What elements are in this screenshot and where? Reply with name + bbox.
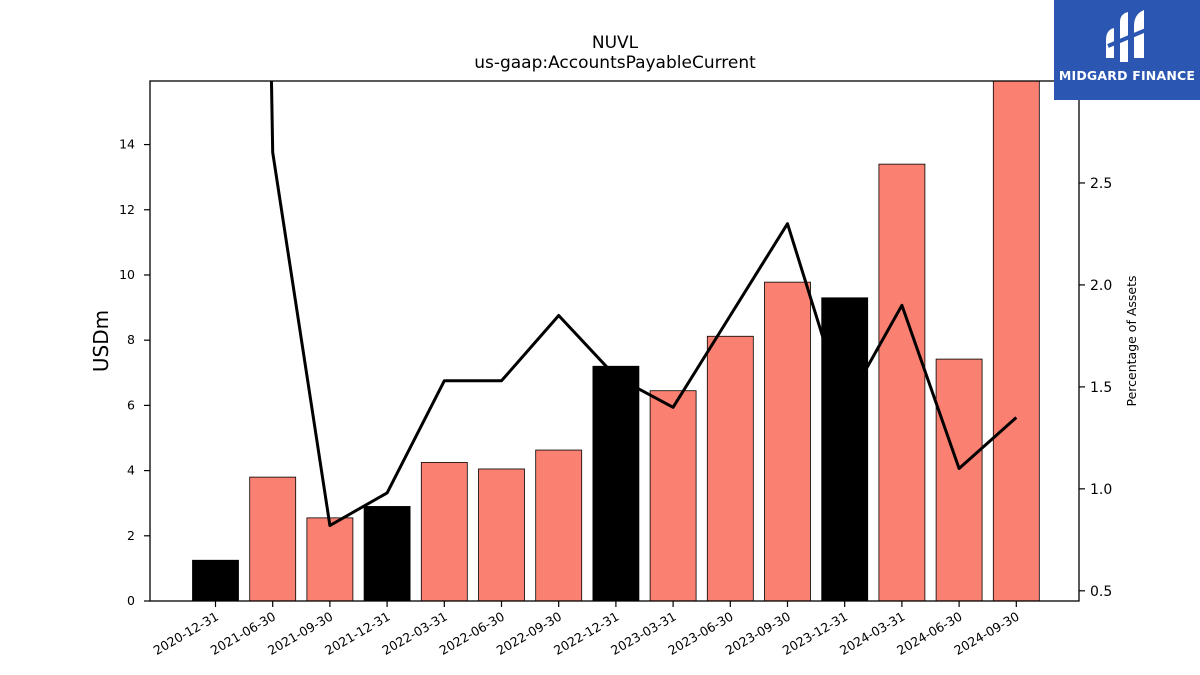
y-tick-label: 0 [127, 593, 135, 608]
bar-2023-06-30 [706, 335, 754, 602]
bar-2024-09-30 [992, 80, 1040, 602]
bar-2023-12-31 [821, 297, 869, 602]
bar-2023-03-31 [649, 390, 697, 602]
x-tick-label: 2024-09-30 [951, 609, 1021, 658]
bar-2022-06-30 [478, 468, 525, 602]
y2-tick-label: 2.0 [1090, 278, 1112, 294]
y-axis-right: 0.5 1.0 1.5 2.0 2.5 [1079, 176, 1112, 600]
x-axis: 2020-12-312021-06-302021-09-302021-12-31… [151, 601, 1022, 658]
logo-text: MIDGARD FINANCE [1058, 68, 1196, 83]
bar-2023-09-30 [764, 281, 811, 602]
bar-2022-03-31 [420, 462, 468, 602]
bar-2024-03-31 [878, 163, 926, 602]
logo-mark-icon [1106, 10, 1147, 62]
y-axis-left: 0 2 4 6 8 10 12 14 [119, 137, 150, 608]
bar-2024-06-30 [935, 358, 983, 602]
chart-title: NUVL [592, 33, 639, 53]
bar-2022-12-31 [592, 365, 640, 602]
plot-frame [149, 80, 1080, 602]
y-axis-label: USDm [89, 310, 113, 372]
y2-tick-label: 1.0 [1090, 482, 1112, 498]
y2-tick-label: 1.5 [1090, 380, 1112, 396]
bar-2021-06-30 [249, 476, 297, 602]
pct-assets-line [269, 81, 1018, 527]
y-tick-label: 8 [127, 332, 135, 347]
y-tick-label: 10 [119, 267, 135, 282]
bar-2021-12-31 [363, 506, 411, 602]
line-series [269, 81, 1018, 527]
midgard-finance-logo: MIDGARD FINANCE [1054, 0, 1200, 100]
y-tick-label: 4 [127, 463, 135, 478]
y-tick-label: 2 [127, 528, 135, 543]
y2-axis-label: Percentage of Assets [1124, 276, 1139, 407]
bar-series [192, 80, 1040, 602]
y-tick-label: 12 [119, 202, 135, 217]
bar-2020-12-31 [192, 559, 239, 602]
y-tick-label: 6 [127, 397, 135, 412]
y2-tick-label: 2.5 [1090, 176, 1112, 192]
y-tick-label: 14 [119, 137, 135, 152]
bar-2022-09-30 [535, 449, 583, 602]
chart-subtitle: us-gaap:AccountsPayableCurrent [474, 53, 756, 73]
y2-tick-label: 0.5 [1090, 584, 1112, 600]
bar-2021-09-30 [306, 517, 354, 602]
